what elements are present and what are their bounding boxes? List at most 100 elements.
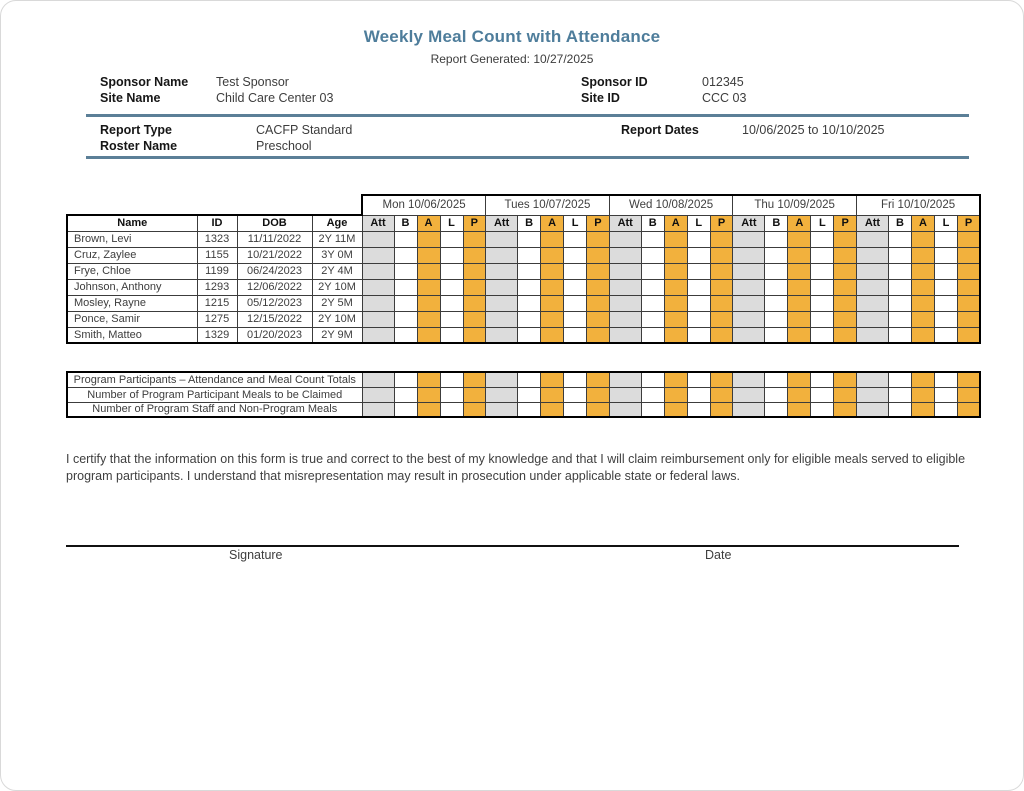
participant-name: Mosley, Rayne xyxy=(66,294,198,312)
meal-count-cell xyxy=(485,246,519,264)
totals-count-cell xyxy=(439,386,464,403)
totals-count-cell xyxy=(810,371,835,388)
totals-count-cell xyxy=(640,386,665,403)
meal-count-cell xyxy=(833,294,857,312)
meal-count-cell xyxy=(416,246,441,264)
meal-count-cell xyxy=(361,230,395,248)
report-dates-value: 10/06/2025 to 10/10/2025 xyxy=(742,123,885,137)
participant-id: 1155 xyxy=(196,246,238,264)
totals-count-cell xyxy=(810,386,835,403)
meal-count-cell xyxy=(709,262,734,280)
meal-count-cell xyxy=(933,230,958,248)
meal-count-cell xyxy=(764,294,789,312)
roster-name-value: Preschool xyxy=(256,139,312,153)
meal-subheader-b: B xyxy=(517,214,542,232)
meal-count-cell xyxy=(686,246,711,264)
meal-count-cell xyxy=(361,278,395,296)
meal-count-cell xyxy=(663,230,688,248)
totals-count-cell xyxy=(608,401,642,418)
meal-count-cell xyxy=(608,326,642,344)
meal-count-cell xyxy=(887,246,912,264)
totals-count-cell xyxy=(439,401,464,418)
attendance-meal-count-table: Mon 10/06/2025 Tues 10/07/2025 Wed 10/08/2… xyxy=(66,194,982,344)
totals-count-cell xyxy=(686,371,711,388)
meal-count-cell xyxy=(416,230,441,248)
totals-count-cell xyxy=(586,371,610,388)
totals-count-cell xyxy=(393,371,418,388)
meal-count-cell xyxy=(810,246,835,264)
meal-count-cell xyxy=(910,230,935,248)
participant-dob: 12/15/2022 xyxy=(236,310,313,328)
meal-count-cell xyxy=(517,326,542,344)
totals-count-cell xyxy=(709,401,734,418)
meal-count-cell xyxy=(361,310,395,328)
meal-count-cell xyxy=(956,262,982,280)
totals-count-cell xyxy=(361,371,395,388)
meal-count-cell xyxy=(787,294,812,312)
meal-count-cell xyxy=(855,230,889,248)
meal-count-cell xyxy=(540,294,565,312)
meal-count-cell xyxy=(485,294,519,312)
totals-count-cell xyxy=(956,401,981,418)
totals-count-cell xyxy=(663,401,688,418)
totals-count-cell xyxy=(810,401,835,418)
meal-count-cell xyxy=(586,278,610,296)
participant-age: 2Y 11M xyxy=(311,230,363,248)
meal-count-cell xyxy=(933,310,958,328)
meal-count-cell xyxy=(787,278,812,296)
signature-line xyxy=(66,545,959,547)
meal-count-cell xyxy=(517,294,542,312)
meal-count-cell xyxy=(393,230,418,248)
meal-count-cell xyxy=(663,246,688,264)
meal-subheader-a: A xyxy=(663,214,688,232)
participant-row: Smith, Matteo 1329 01/20/2023 2Y 9M xyxy=(66,326,982,344)
totals-count-cell xyxy=(855,371,889,388)
meal-count-cell xyxy=(361,246,395,264)
meal-count-cell xyxy=(393,262,418,280)
meal-count-cell xyxy=(517,246,542,264)
meal-count-cell xyxy=(764,310,789,328)
meal-count-cell xyxy=(810,294,835,312)
meal-subheader-p: P xyxy=(709,214,734,232)
meal-subheader-att: Att xyxy=(732,214,766,232)
totals-count-cell xyxy=(563,371,588,388)
day-header: Mon 10/06/2025 xyxy=(361,194,487,216)
totals-count-cell xyxy=(787,386,812,403)
meal-count-cell xyxy=(608,230,642,248)
meal-subheader-p: P xyxy=(956,214,982,232)
totals-count-cell xyxy=(956,386,981,403)
meal-count-cell xyxy=(485,262,519,280)
column-header-name: Name xyxy=(66,214,198,232)
participant-age: 3Y 0M xyxy=(311,246,363,264)
participant-id: 1199 xyxy=(196,262,238,280)
meal-count-cell xyxy=(810,310,835,328)
meal-count-cell xyxy=(732,294,766,312)
totals-count-cell xyxy=(640,401,665,418)
meal-count-cell xyxy=(764,246,789,264)
meal-count-cell xyxy=(686,294,711,312)
meal-count-cell xyxy=(887,326,912,344)
meal-count-cell xyxy=(439,278,464,296)
meal-count-cell xyxy=(732,310,766,328)
meal-count-cell xyxy=(787,262,812,280)
meal-count-cell xyxy=(855,246,889,264)
meal-count-cell xyxy=(608,278,642,296)
totals-row: Number of Program Participant Meals to b… xyxy=(65,386,981,403)
meal-count-cell xyxy=(586,246,610,264)
totals-row-label: Program Participants – Attendance and Me… xyxy=(65,371,363,388)
meal-count-cell xyxy=(540,230,565,248)
meal-subheader-a: A xyxy=(787,214,812,232)
totals-row: Program Participants – Attendance and Me… xyxy=(65,371,981,388)
totals-count-cell xyxy=(764,371,789,388)
totals-count-cell xyxy=(608,371,642,388)
signature-label: Signature xyxy=(229,548,283,562)
totals-count-cell xyxy=(416,371,441,388)
meal-count-cell xyxy=(462,326,487,344)
meal-count-cell xyxy=(586,310,610,328)
meal-count-cell xyxy=(586,294,610,312)
meal-count-cell xyxy=(933,262,958,280)
meal-count-cell xyxy=(709,294,734,312)
meal-count-cell xyxy=(540,326,565,344)
participant-name: Ponce, Samir xyxy=(66,310,198,328)
totals-count-cell xyxy=(732,401,766,418)
